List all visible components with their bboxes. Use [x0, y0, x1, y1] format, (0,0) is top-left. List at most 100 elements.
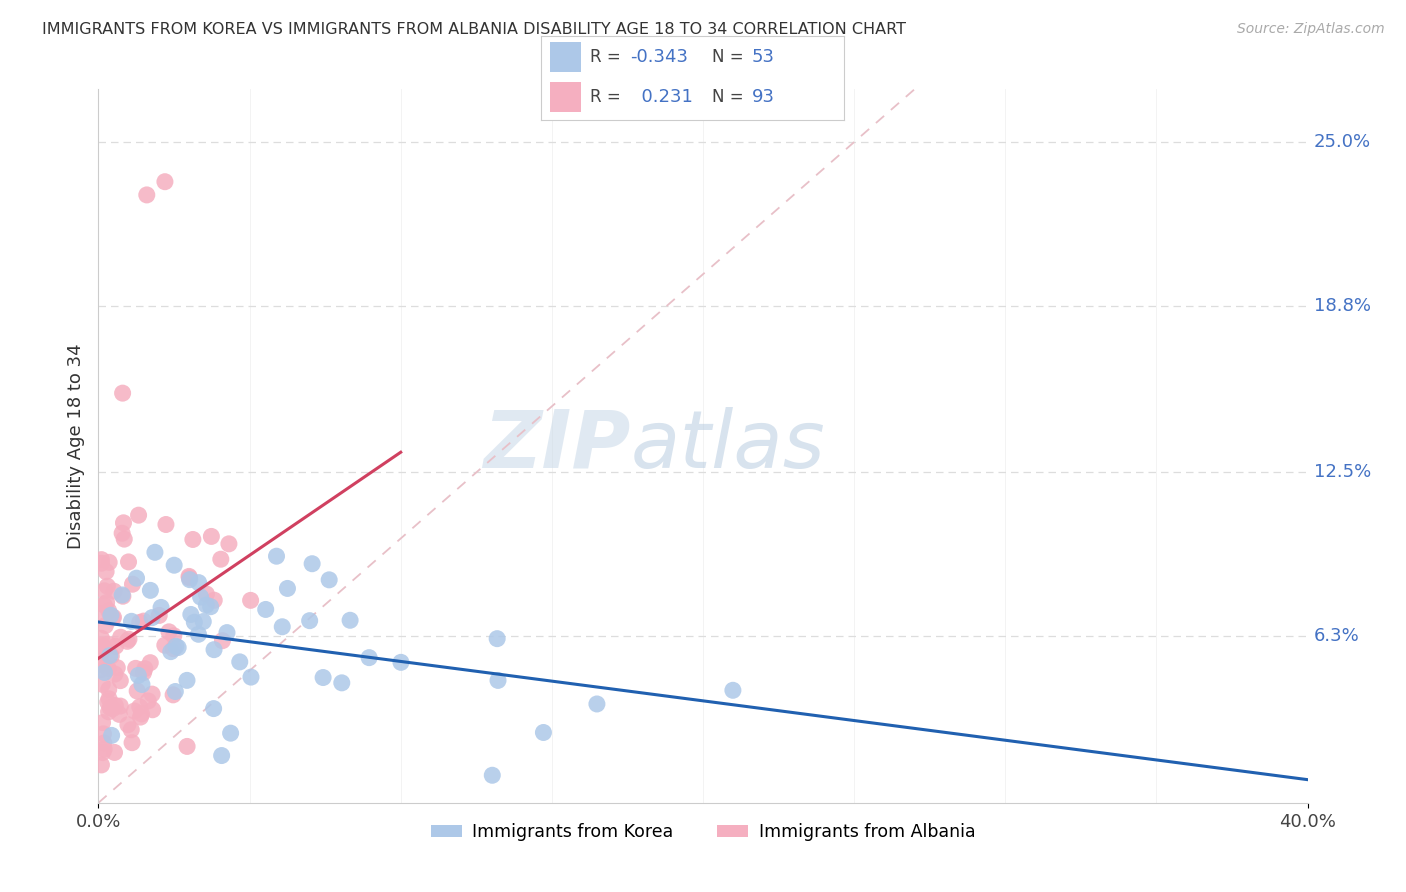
Point — [153, 638, 176, 652]
Point — [97, 637, 120, 651]
Point — [150, 600, 173, 615]
Point — [211, 633, 233, 648]
Point — [128, 699, 150, 714]
Point — [139, 583, 162, 598]
Point — [298, 614, 321, 628]
Point — [90, 556, 112, 570]
Point — [318, 573, 340, 587]
Text: R =: R = — [589, 48, 626, 66]
Point — [163, 629, 186, 643]
Point — [103, 584, 125, 599]
Point — [129, 710, 152, 724]
Point — [94, 618, 117, 632]
Point — [177, 569, 200, 583]
Point — [486, 632, 509, 646]
Point — [103, 746, 125, 760]
Text: N =: N = — [711, 48, 749, 66]
Point — [127, 668, 149, 682]
Point — [183, 615, 205, 630]
Point — [111, 588, 134, 602]
Point — [131, 706, 153, 721]
Point — [98, 700, 121, 714]
Point — [195, 587, 218, 601]
Point — [721, 683, 744, 698]
Point — [209, 552, 232, 566]
Point — [97, 604, 120, 618]
Point — [90, 552, 112, 566]
Point — [112, 516, 135, 530]
Point — [104, 639, 127, 653]
Point — [187, 575, 209, 590]
Point — [141, 610, 163, 624]
Point — [91, 677, 114, 691]
Point — [93, 727, 115, 741]
Point — [120, 723, 142, 737]
Point — [96, 579, 118, 593]
Text: 6.3%: 6.3% — [1313, 627, 1360, 645]
Point — [90, 639, 112, 653]
Point — [139, 656, 162, 670]
Point — [111, 589, 134, 603]
Point — [101, 611, 124, 625]
Point — [93, 742, 115, 756]
Point — [155, 517, 177, 532]
Point — [121, 615, 143, 629]
Point — [128, 615, 150, 630]
Point — [100, 608, 122, 623]
Point — [167, 640, 190, 655]
Point — [219, 726, 242, 740]
Point — [90, 644, 112, 658]
Text: 25.0%: 25.0% — [1313, 133, 1371, 151]
Point — [132, 665, 155, 680]
Bar — [550, 82, 581, 112]
Point — [121, 736, 143, 750]
Point — [181, 533, 204, 547]
Y-axis label: Disability Age 18 to 34: Disability Age 18 to 34 — [66, 343, 84, 549]
Point — [330, 676, 353, 690]
Point — [97, 705, 120, 719]
Point — [105, 661, 128, 675]
Point — [97, 682, 120, 697]
Point — [100, 648, 122, 663]
Point — [533, 725, 555, 739]
Point — [98, 691, 121, 706]
Point — [165, 640, 187, 654]
Point — [176, 673, 198, 688]
Point — [190, 590, 212, 604]
Point — [121, 577, 143, 591]
Point — [200, 599, 222, 614]
Point — [162, 641, 184, 656]
Point — [117, 555, 139, 569]
Point — [193, 615, 215, 629]
Point — [93, 598, 115, 612]
Point — [312, 671, 335, 685]
Point — [180, 607, 202, 622]
Point — [91, 746, 114, 760]
Text: 93: 93 — [751, 88, 775, 106]
Point — [135, 188, 157, 202]
Point — [202, 593, 225, 607]
Point — [111, 526, 134, 541]
Point — [187, 627, 209, 641]
Point — [301, 557, 323, 571]
Point — [124, 661, 146, 675]
Point — [90, 632, 112, 646]
Point — [110, 630, 132, 644]
Point — [90, 657, 112, 672]
Point — [90, 646, 112, 660]
Point — [481, 768, 503, 782]
Text: N =: N = — [711, 88, 749, 106]
Point — [153, 175, 176, 189]
Point — [98, 555, 121, 569]
Text: 12.5%: 12.5% — [1313, 464, 1371, 482]
Point — [254, 602, 277, 616]
Point — [486, 673, 509, 688]
Point — [117, 717, 139, 731]
Point — [179, 571, 201, 585]
Point — [125, 571, 148, 585]
Point — [94, 565, 117, 579]
Point — [97, 695, 120, 709]
Point — [117, 634, 139, 648]
Point — [276, 582, 298, 596]
Text: R =: R = — [589, 88, 626, 106]
